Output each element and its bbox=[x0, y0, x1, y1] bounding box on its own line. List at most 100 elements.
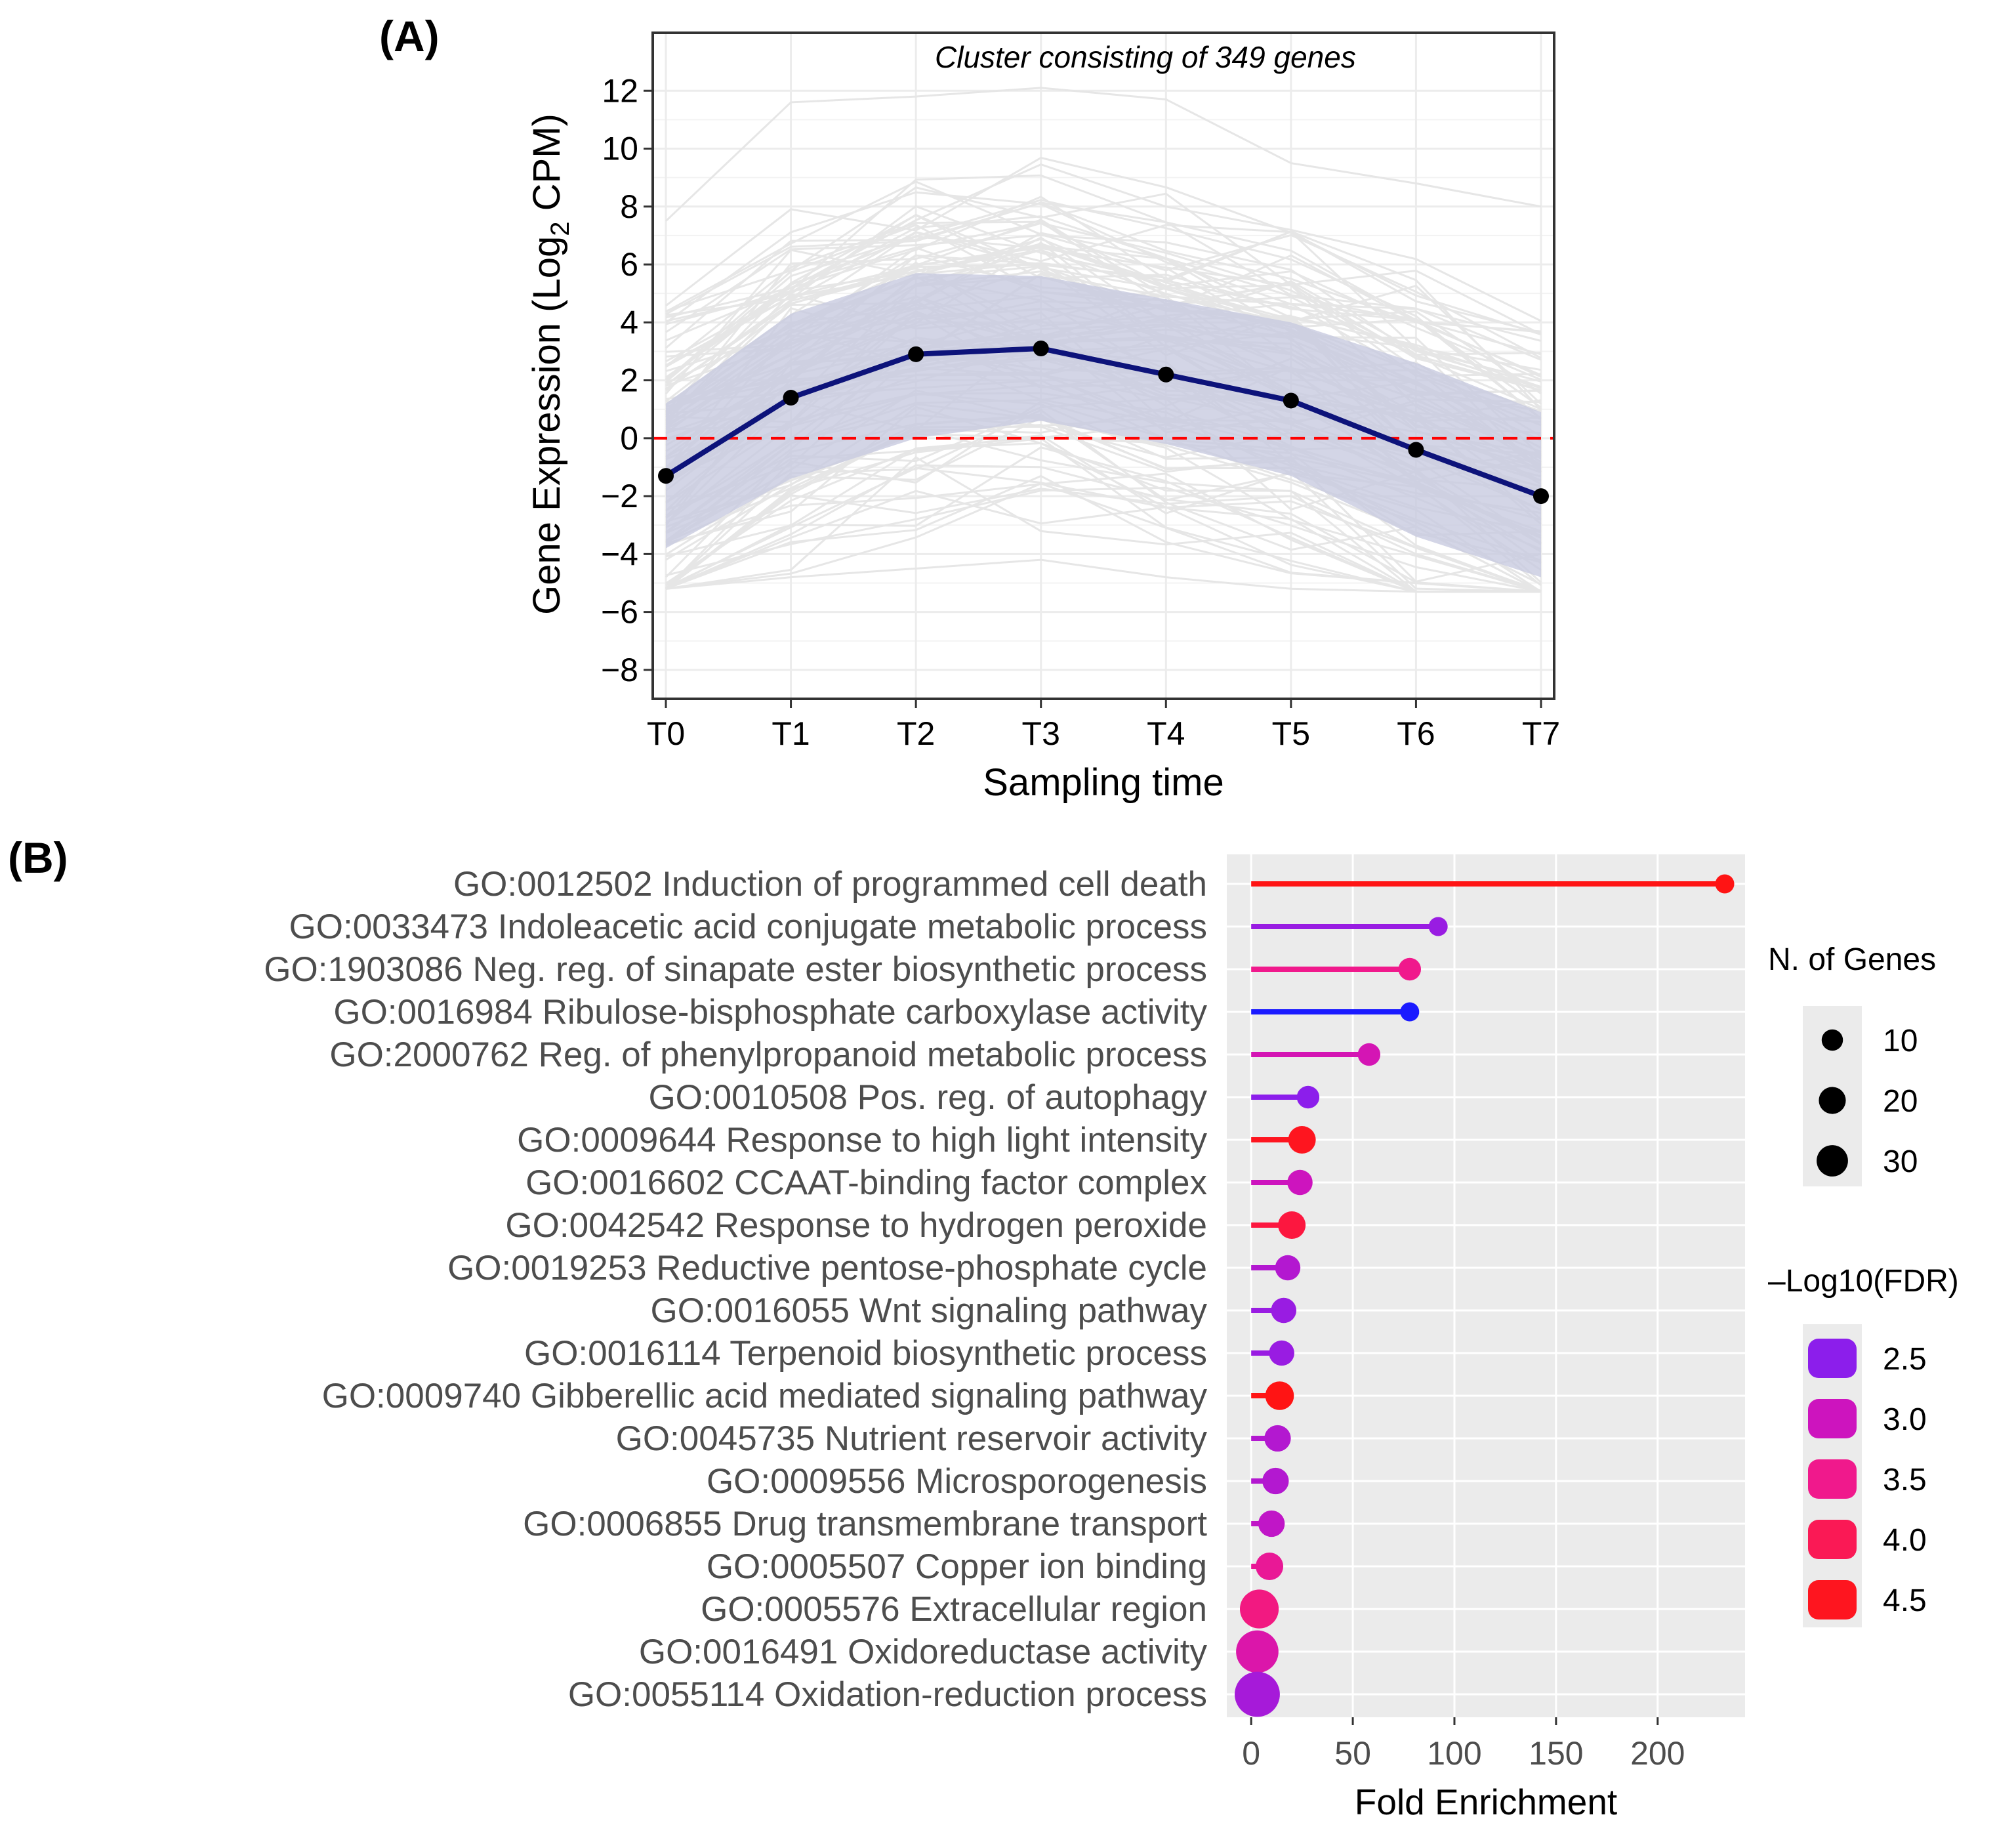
go-term-label: GO:0009740 Gibberellic acid mediated sig… bbox=[322, 1377, 1208, 1415]
x-tick-label: T5 bbox=[1272, 715, 1310, 752]
lollipop-point bbox=[1236, 1630, 1279, 1673]
go-term-label: GO:0016114 Terpenoid biosynthetic proces… bbox=[524, 1334, 1207, 1373]
gene-trajectory-line bbox=[665, 416, 1542, 593]
legend-color-swatch bbox=[1808, 1520, 1857, 1559]
lollipop-point bbox=[1357, 1043, 1381, 1066]
gene-trajectory-line bbox=[665, 425, 1542, 590]
go-term-label: GO:0045735 Nutrient reservoir activity bbox=[616, 1419, 1208, 1458]
go-term-label: GO:2000762 Reg. of phenylpropanoid metab… bbox=[329, 1035, 1207, 1074]
y-tick-label: 6 bbox=[620, 246, 638, 283]
x-tick-label: T0 bbox=[647, 715, 685, 752]
x-tick-label: 150 bbox=[1529, 1735, 1583, 1772]
lollipop-point bbox=[1239, 1589, 1279, 1629]
x-tick-label: T1 bbox=[771, 715, 810, 752]
gene-trajectory-line bbox=[665, 224, 1542, 392]
mean-point-t0 bbox=[658, 468, 674, 484]
legend-size-dot bbox=[1817, 1145, 1848, 1177]
legend-color-label: 3.5 bbox=[1883, 1463, 1927, 1497]
panel-b-x-axis: 0 50 100 150 200 bbox=[1242, 1717, 1685, 1772]
gene-trajectory-line bbox=[665, 87, 1542, 222]
x-tick-label: T2 bbox=[897, 715, 935, 752]
lollipop-point bbox=[1296, 1085, 1320, 1109]
lollipop-point bbox=[1400, 1002, 1420, 1022]
x-tick-label: T4 bbox=[1147, 715, 1185, 752]
panel-a-label: (A) bbox=[379, 12, 440, 60]
go-term-label: GO:0010508 Pos. reg. of autophagy bbox=[648, 1078, 1207, 1117]
y-title-subscript: 2 bbox=[546, 221, 575, 236]
mean-point-t4 bbox=[1158, 366, 1174, 383]
panel-a-plot-area bbox=[653, 33, 1554, 699]
go-term-label: GO:0006855 Drug transmembrane transport bbox=[523, 1505, 1207, 1543]
legend-gene-count-title: N. of Genes bbox=[1768, 942, 1936, 977]
gene-trajectory-line bbox=[665, 231, 1542, 409]
gene-trajectory-line bbox=[665, 219, 1542, 420]
gene-trajectory-line bbox=[665, 236, 1542, 457]
panel-a-y-title: Gene Expression (Log2 CPM) bbox=[525, 114, 575, 615]
lollipop-point bbox=[1287, 1169, 1313, 1196]
gene-trajectory-line bbox=[665, 456, 1541, 593]
y-tick-label: −2 bbox=[601, 478, 638, 514]
x-tick-label: T7 bbox=[1522, 715, 1560, 752]
gene-trajectory-line bbox=[665, 490, 1541, 593]
legend-color-swatch bbox=[1808, 1399, 1857, 1438]
panel-a-border bbox=[651, 31, 1555, 700]
legend-color-swatch bbox=[1808, 1339, 1857, 1378]
go-term-label: GO:0019253 Reductive pentose-phosphate c… bbox=[447, 1249, 1207, 1287]
x-tick-label: T3 bbox=[1022, 715, 1060, 752]
mean-expression-line bbox=[664, 346, 1542, 499]
y-tick-label: 0 bbox=[620, 420, 638, 457]
go-term-label: GO:1903086 Neg. reg. of sinapate ester b… bbox=[264, 950, 1207, 989]
legend-gene-count: N. of Genes 10 20 30 bbox=[1768, 942, 1936, 1186]
gene-trajectory-line bbox=[665, 464, 1542, 593]
legend-fdr: –Log10(FDR) 2.5 3.0 3.5 4.0 4.5 bbox=[1768, 1264, 1959, 1627]
x-tick-label: 0 bbox=[1242, 1735, 1260, 1772]
legend-size-dot bbox=[1819, 1087, 1846, 1114]
y-tick-label: 8 bbox=[620, 188, 638, 225]
sd-ribbon bbox=[666, 273, 1541, 577]
x-tick-label: 50 bbox=[1334, 1735, 1371, 1772]
y-tick-label: 4 bbox=[620, 304, 638, 341]
go-term-label: GO:0042542 Response to hydrogen peroxide bbox=[505, 1206, 1207, 1245]
legend-size-label: 10 bbox=[1883, 1024, 1918, 1058]
gene-trajectory-line bbox=[665, 558, 1541, 593]
lollipop-point bbox=[1258, 1510, 1285, 1537]
lollipop-point bbox=[1428, 917, 1448, 936]
lollipop-point bbox=[1264, 1425, 1291, 1452]
go-term-label: GO:0033473 Indoleacetic acid conjugate m… bbox=[289, 908, 1207, 946]
panel-a-x-axis: T0 T1 T2 T3 T4 T5 T6 T7 bbox=[647, 699, 1560, 752]
gene-trajectory-line bbox=[665, 488, 1542, 593]
lollipop-point bbox=[1269, 1340, 1294, 1366]
legend-color-swatch bbox=[1808, 1580, 1857, 1619]
mean-point-t6 bbox=[1408, 442, 1424, 458]
mean-point-t2 bbox=[908, 346, 924, 362]
y-title-main: Gene Expression (Log bbox=[525, 236, 568, 615]
cluster-annotation: Cluster consisting of 349 genes bbox=[935, 40, 1356, 74]
panel-a: (A) Cluster consisting of 349 genes 12 10… bbox=[379, 12, 1560, 804]
panel-b-plot-area bbox=[1227, 854, 1745, 1717]
gene-trajectory-line bbox=[665, 442, 1541, 593]
gene-trajectory-line bbox=[665, 201, 1542, 356]
x-tick-label: T6 bbox=[1397, 715, 1435, 752]
lollipop-point bbox=[1288, 1125, 1316, 1154]
y-title-end: CPM) bbox=[525, 114, 568, 221]
y-tick-label: 2 bbox=[620, 362, 638, 399]
legend-size-label: 30 bbox=[1883, 1144, 1918, 1179]
lollipop-point bbox=[1715, 874, 1735, 894]
legend-color-label: 2.5 bbox=[1883, 1342, 1927, 1377]
gene-trajectory-line bbox=[665, 406, 1542, 593]
go-term-label: GO:0016491 Oxidoreductase activity bbox=[639, 1633, 1208, 1671]
panel-b-x-title: Fold Enrichment bbox=[1355, 1782, 1617, 1822]
go-term-label: GO:0016602 CCAAT-binding factor complex bbox=[525, 1163, 1207, 1202]
gene-trajectory-line bbox=[665, 174, 1542, 379]
lollipop-point bbox=[1235, 1671, 1280, 1717]
panel-a-y-axis: 12 10 8 6 4 2 0 −2 −4 −6 −8 bbox=[601, 72, 653, 688]
go-term-label: GO:0016984 Ribulose-bisphosphate carboxy… bbox=[333, 993, 1207, 1032]
gene-trajectory-line bbox=[665, 201, 1542, 349]
go-term-label: GO:0055114 Oxidation-reduction process bbox=[568, 1675, 1207, 1714]
panel-b-background bbox=[1227, 854, 1745, 1717]
lollipop-point bbox=[1265, 1381, 1294, 1410]
panel-b: (B) GO:0012502 Induction of programmed c… bbox=[8, 833, 1959, 1822]
mean-point-t3 bbox=[1033, 341, 1049, 357]
legend-color-label: 4.5 bbox=[1883, 1583, 1927, 1618]
